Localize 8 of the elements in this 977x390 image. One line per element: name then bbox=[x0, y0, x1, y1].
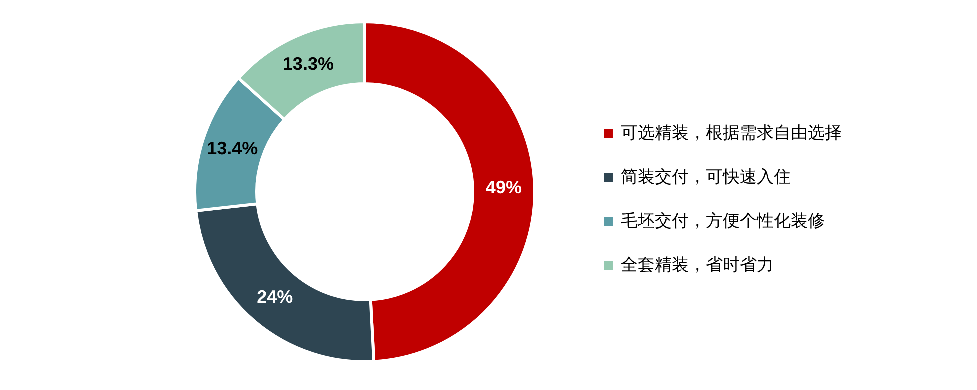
data-label: 49% bbox=[486, 177, 522, 198]
legend-label: 毛坯交付，方便个性化装修 bbox=[621, 212, 825, 232]
legend-label: 全套精装，省时省力 bbox=[621, 256, 774, 276]
data-label: 24% bbox=[257, 287, 294, 308]
data-label: 13.3% bbox=[282, 54, 334, 74]
data-label: 13.4% bbox=[207, 138, 258, 159]
legend-label: 可选精装，根据需求自由选择 bbox=[621, 124, 842, 144]
legend-label: 简装交付，可快速入住 bbox=[621, 168, 791, 188]
